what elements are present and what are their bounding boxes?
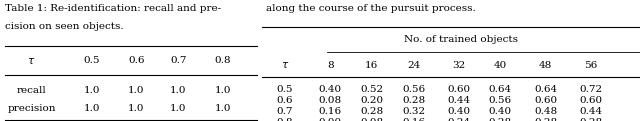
Text: 48: 48 [539,61,552,70]
Text: 0.56: 0.56 [489,96,512,105]
Text: 0.20: 0.20 [360,96,383,105]
Text: along the course of the pursuit process.: along the course of the pursuit process. [266,4,476,13]
Text: 0.7: 0.7 [170,56,187,65]
Text: 0.5: 0.5 [84,56,100,65]
Text: 0.5: 0.5 [277,85,293,94]
Text: 1.0: 1.0 [170,86,187,95]
Text: 0.72: 0.72 [579,85,602,94]
Text: 0.52: 0.52 [360,85,383,94]
Text: 0.44: 0.44 [579,107,602,116]
Text: 1.0: 1.0 [215,86,231,95]
Text: 0.28: 0.28 [360,107,383,116]
Text: 8: 8 [327,61,333,70]
Text: 0.8: 0.8 [277,118,293,121]
Text: 32: 32 [452,61,465,70]
Text: 0.28: 0.28 [579,118,602,121]
Text: 40: 40 [493,61,507,70]
Text: 0.32: 0.32 [402,107,425,116]
Text: 0.24: 0.24 [447,118,470,121]
Text: 0.8: 0.8 [215,56,231,65]
Text: 0.40: 0.40 [447,107,470,116]
Text: 0.28: 0.28 [402,96,425,105]
Text: 0.28: 0.28 [534,118,557,121]
Text: 24: 24 [407,61,420,70]
Text: 1.0: 1.0 [84,104,100,113]
Text: 0.6: 0.6 [128,56,145,65]
Text: 0.08: 0.08 [360,118,383,121]
Text: 1.0: 1.0 [128,86,145,95]
Text: 1.0: 1.0 [170,104,187,113]
Text: $\tau$: $\tau$ [281,60,289,70]
Text: 0.6: 0.6 [277,96,293,105]
Text: 0.16: 0.16 [319,107,342,116]
Text: $\tau$: $\tau$ [28,56,36,65]
Text: 0.64: 0.64 [534,85,557,94]
Text: 16: 16 [365,61,378,70]
Text: 1.0: 1.0 [84,86,100,95]
Text: 0.28: 0.28 [489,118,512,121]
Text: cision on seen objects.: cision on seen objects. [5,22,124,31]
Text: recall: recall [17,86,46,95]
Text: 0.60: 0.60 [579,96,602,105]
Text: 0.56: 0.56 [402,85,425,94]
Text: 0.48: 0.48 [534,107,557,116]
Text: No. of trained objects: No. of trained objects [404,35,518,44]
Text: 0.64: 0.64 [489,85,512,94]
Text: 0.00: 0.00 [319,118,342,121]
Text: 0.08: 0.08 [319,96,342,105]
Text: 1.0: 1.0 [215,104,231,113]
Text: 0.60: 0.60 [534,96,557,105]
Text: 1.0: 1.0 [128,104,145,113]
Text: 0.44: 0.44 [447,96,470,105]
Text: 56: 56 [584,61,598,70]
Text: 0.7: 0.7 [277,107,293,116]
Text: 0.60: 0.60 [447,85,470,94]
Text: Table 1: Re-identification: recall and pre-: Table 1: Re-identification: recall and p… [5,4,221,13]
Text: 0.40: 0.40 [319,85,342,94]
Text: precision: precision [7,104,56,113]
Text: 0.16: 0.16 [402,118,425,121]
Text: 0.40: 0.40 [489,107,512,116]
